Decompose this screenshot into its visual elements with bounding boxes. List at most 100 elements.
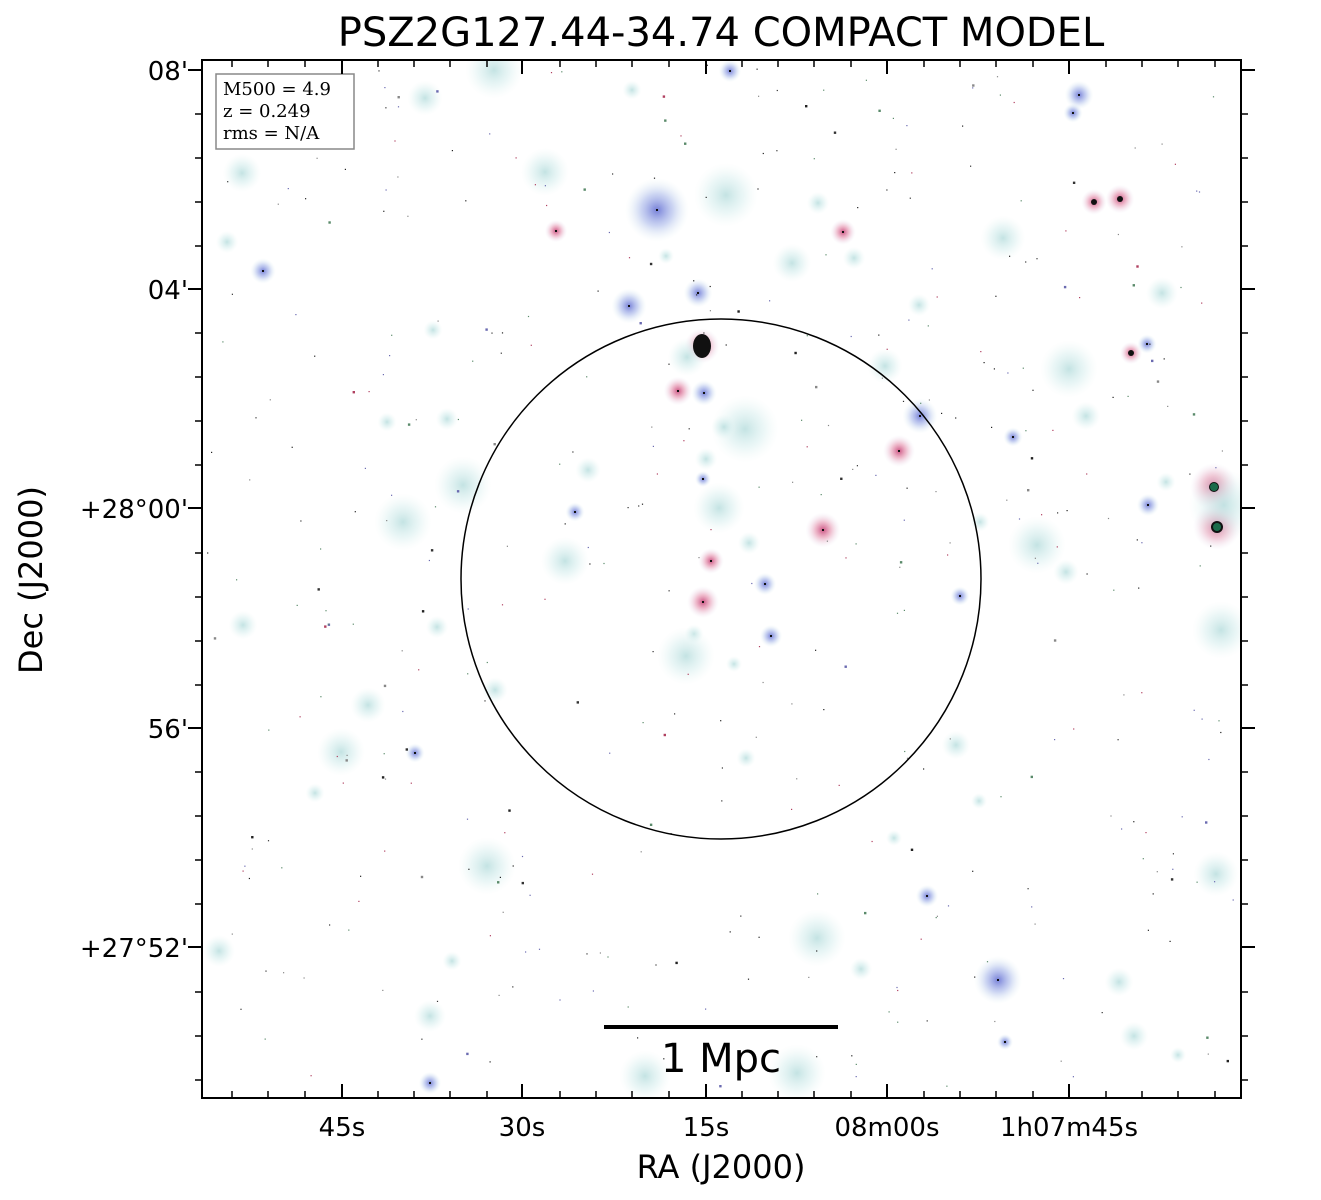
noise-pixel: [434, 506, 437, 508]
source-blob: [657, 627, 715, 685]
noise-pixel: [808, 976, 810, 978]
noise-pixel: [559, 999, 561, 1001]
noise-pixel: [521, 881, 524, 885]
source-core: [702, 478, 704, 480]
noise-pixel: [1006, 499, 1008, 501]
noise-pixel: [663, 733, 666, 737]
noise-pixel: [268, 729, 270, 731]
source-blob: [458, 837, 516, 895]
noise-pixel: [674, 713, 676, 715]
noise-pixel: [1163, 358, 1165, 360]
noise-pixel: [895, 148, 897, 150]
noise-pixel: [1221, 450, 1223, 452]
noise-pixel: [391, 334, 393, 336]
dec-tick-label: 56': [148, 715, 188, 745]
noise-pixel: [1141, 542, 1143, 544]
noise-pixel: [993, 368, 995, 370]
noise-pixel: [758, 95, 760, 97]
noise-pixel: [1156, 380, 1160, 383]
noise-pixel: [491, 332, 493, 334]
noise-pixel: [1170, 878, 1174, 881]
source-blob: [407, 80, 443, 116]
source-core: [959, 595, 961, 597]
source-blob: [886, 830, 902, 846]
source-blob: [1156, 472, 1176, 492]
noise-pixel: [328, 221, 331, 224]
noise-pixel: [675, 961, 678, 965]
noise-pixel: [589, 563, 591, 565]
noise-pixel: [1086, 573, 1088, 575]
noise-pixel: [1147, 929, 1149, 931]
source-blob: [377, 412, 397, 432]
noise-pixel: [902, 400, 905, 402]
noise-pixel: [899, 561, 903, 564]
noise-pixel: [1145, 832, 1147, 834]
noise-pixel: [299, 716, 301, 718]
source-blob: [228, 610, 258, 640]
noise-pixel: [1207, 1053, 1209, 1055]
noise-pixel: [296, 604, 298, 606]
noise-pixel: [506, 545, 508, 547]
source-core: [1078, 94, 1080, 96]
noise-pixel: [456, 490, 460, 493]
source-blob: [575, 457, 601, 483]
noise-pixel: [320, 548, 322, 550]
noise-pixel: [721, 767, 723, 769]
noise-pixel: [378, 70, 380, 72]
bright-core: [1128, 350, 1134, 356]
noise-pixel: [855, 1076, 857, 1078]
source-core: [842, 231, 844, 233]
noise-pixel: [815, 385, 818, 389]
noise-pixel: [421, 610, 425, 613]
noise-pixel: [346, 754, 348, 756]
noise-pixel: [352, 391, 355, 394]
noise-pixel: [1007, 372, 1009, 374]
sky-sources: [203, 60, 1241, 1098]
noise-pixel: [249, 479, 251, 481]
noise-pixel: [816, 1056, 818, 1058]
noise-pixel: [295, 314, 297, 316]
noise-pixel: [903, 519, 905, 521]
source-blob: [1104, 967, 1134, 997]
noise-pixel: [1193, 709, 1195, 711]
noise-pixel: [823, 89, 825, 91]
noise-pixel: [906, 757, 909, 759]
noise-pixel: [1136, 539, 1138, 541]
noise-pixel: [421, 1038, 423, 1040]
source-blob: [622, 80, 642, 100]
noise-pixel: [384, 850, 386, 852]
info-line-redshift: z = 0.249: [223, 101, 311, 122]
noise-pixel: [500, 352, 502, 354]
noise-pixel: [1149, 343, 1151, 345]
noise-pixel: [586, 953, 588, 955]
noise-pixel: [255, 417, 257, 419]
noise-pixel: [899, 566, 901, 568]
noise-pixel: [628, 257, 631, 259]
noise-pixel: [1212, 96, 1215, 98]
noise-pixel: [465, 200, 467, 202]
noise-pixel: [1056, 546, 1058, 548]
noise-pixel: [737, 310, 740, 313]
noise-pixel: [498, 994, 500, 996]
noise-pixel: [386, 520, 388, 522]
noise-pixel: [489, 935, 491, 937]
noise-pixel: [816, 950, 818, 952]
noise-pixel: [909, 197, 911, 199]
noise-pixel: [342, 782, 344, 784]
noise-pixel: [521, 855, 524, 858]
noise-pixel: [641, 503, 644, 505]
noise-pixel: [383, 684, 387, 688]
noise-pixel: [852, 468, 854, 470]
noise-pixel: [920, 402, 922, 404]
noise-pixel: [904, 750, 906, 753]
noise-pixel: [586, 376, 588, 378]
noise-pixel: [928, 399, 930, 401]
source-blob: [768, 1044, 826, 1098]
noise-pixel: [420, 875, 424, 879]
noise-pixel: [1065, 230, 1067, 232]
info-line-mass: M500 = 4.9: [223, 79, 331, 100]
noise-pixel: [1060, 1060, 1062, 1062]
noise-pixel: [1073, 728, 1075, 730]
sky-map: [202, 60, 1241, 1098]
source-blob: [442, 951, 462, 971]
